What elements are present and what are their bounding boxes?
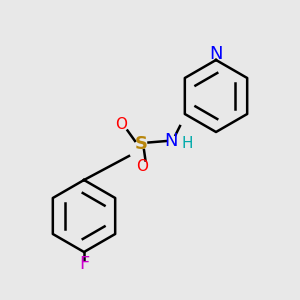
- Text: N: N: [209, 45, 223, 63]
- Text: N: N: [164, 132, 178, 150]
- Text: S: S: [134, 135, 148, 153]
- Text: H: H: [182, 136, 193, 152]
- Text: O: O: [136, 159, 148, 174]
- Text: F: F: [79, 255, 89, 273]
- Text: O: O: [116, 117, 128, 132]
